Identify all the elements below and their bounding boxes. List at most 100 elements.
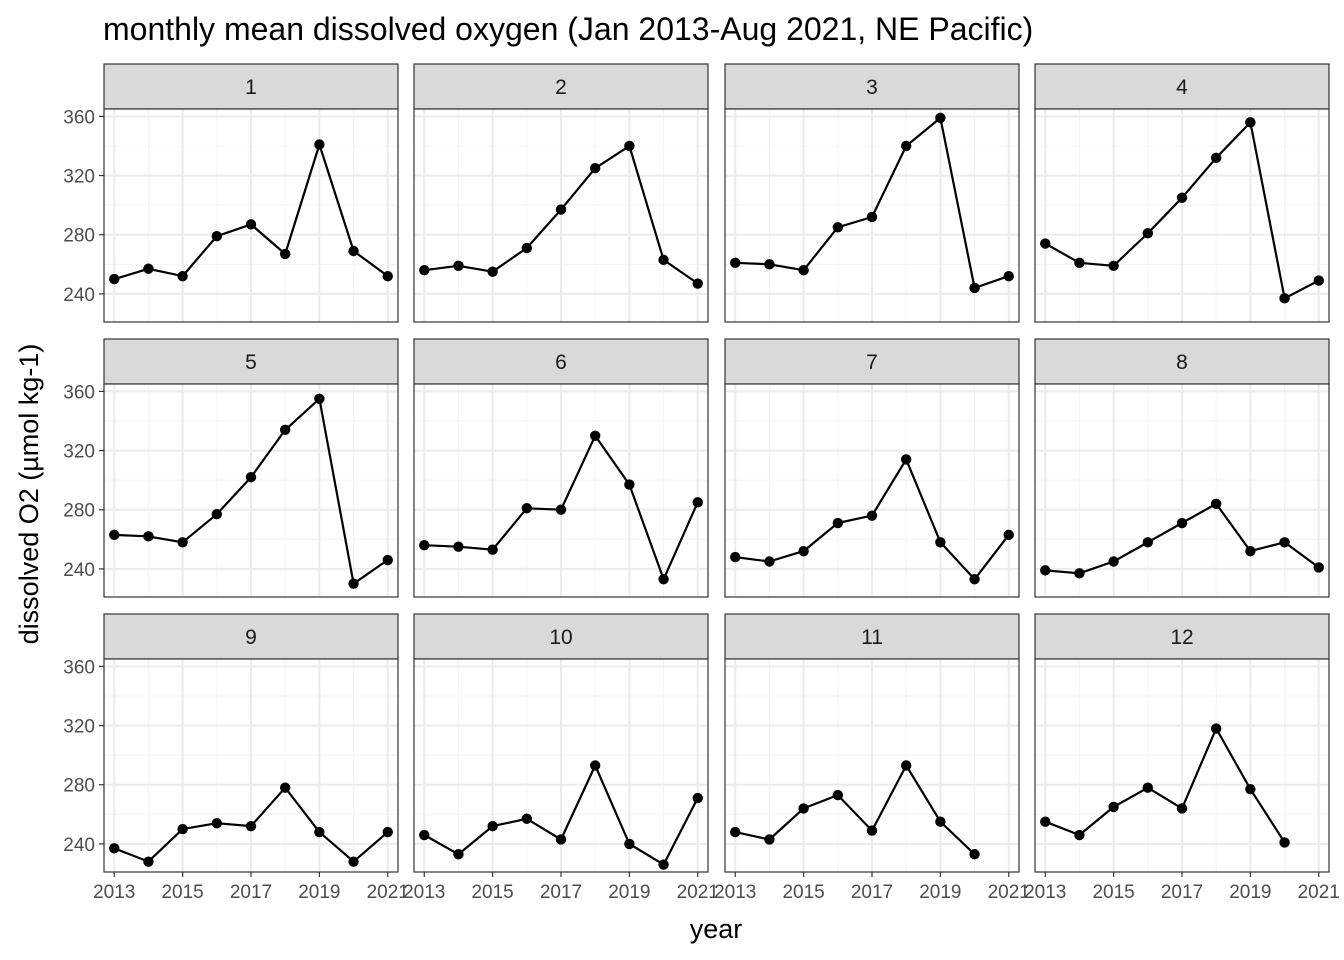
- data-point: [1003, 529, 1014, 541]
- data-point: [624, 479, 635, 490]
- y-tick-label: 320: [63, 442, 95, 463]
- data-point: [1176, 517, 1188, 529]
- data-point: [382, 270, 393, 282]
- y-tick-label: 360: [63, 382, 95, 403]
- data-point: [1245, 545, 1256, 557]
- data-point: [730, 551, 741, 563]
- facet-strip: [724, 613, 1020, 660]
- data-point: [245, 219, 257, 230]
- data-point: [1040, 238, 1051, 249]
- data-point: [487, 820, 498, 832]
- data-point: [419, 540, 430, 551]
- facet-strip: [724, 338, 1020, 385]
- data-point: [969, 282, 980, 294]
- data-point: [1040, 816, 1051, 827]
- data-point: [658, 254, 669, 266]
- data-point: [382, 554, 393, 566]
- data-point: [487, 266, 498, 277]
- facet-strip-label: 8: [1176, 351, 1188, 374]
- data-point: [555, 834, 567, 845]
- facet-panel-10: 10 2013 2015 2017 2019 2021: [403, 613, 719, 903]
- x-tick-label: 2021: [677, 882, 719, 903]
- data-point: [658, 574, 669, 585]
- facet-strip: [103, 613, 399, 660]
- data-point: [1074, 829, 1085, 841]
- data-point: [348, 856, 359, 867]
- data-point: [177, 270, 188, 282]
- panel-border: [413, 108, 709, 323]
- data-point: [1210, 152, 1222, 164]
- data-point: [1142, 537, 1154, 548]
- data-point: [348, 245, 359, 257]
- data-point: [1176, 803, 1188, 814]
- x-tick-label: 2013: [1024, 882, 1066, 903]
- facet-strip-label: 6: [555, 351, 567, 374]
- data-point: [1074, 568, 1085, 579]
- y-tick-label: 240: [63, 285, 95, 306]
- data-point: [900, 140, 912, 152]
- data-point: [143, 531, 154, 542]
- x-tick-label: 2015: [782, 882, 824, 903]
- facet-strip: [413, 63, 709, 110]
- y-tick-label: 320: [63, 717, 95, 738]
- facet-strip-label: 4: [1176, 76, 1188, 99]
- x-tick-label: 2015: [1092, 882, 1134, 903]
- facet-panel-6: 6: [413, 338, 709, 598]
- data-point: [1279, 537, 1290, 548]
- data-point: [314, 139, 325, 150]
- data-point: [692, 497, 703, 508]
- data-point: [935, 816, 946, 827]
- data-point: [521, 242, 533, 254]
- data-point: [798, 545, 809, 557]
- panel-border: [103, 108, 399, 323]
- data-point: [1108, 556, 1119, 567]
- data-point: [211, 231, 223, 242]
- y-tick-label: 280: [63, 776, 95, 797]
- facet-strip-label: 1: [245, 76, 257, 99]
- x-tick-label: 2017: [230, 882, 272, 903]
- data-point: [521, 813, 533, 824]
- panel-border: [1034, 383, 1330, 598]
- facet-panel-7: 7: [724, 338, 1020, 598]
- data-point: [314, 393, 325, 404]
- data-point: [832, 517, 844, 529]
- x-tick-label: 2013: [714, 882, 756, 903]
- facet-strip-label: 12: [1170, 626, 1193, 649]
- facet-strip: [1034, 338, 1330, 385]
- data-point: [279, 248, 291, 260]
- data-point: [624, 838, 635, 850]
- data-point: [1313, 275, 1324, 286]
- data-point: [453, 849, 464, 860]
- data-point: [935, 112, 946, 124]
- facet-panel-1: 1 240 280 320 360: [63, 63, 399, 323]
- data-point: [1210, 723, 1222, 734]
- data-point: [1003, 270, 1014, 282]
- data-point: [211, 508, 223, 520]
- data-point: [109, 843, 120, 854]
- data-point: [419, 265, 430, 276]
- y-tick-label: 280: [63, 226, 95, 247]
- series-line: [735, 764, 976, 856]
- facet-strip: [724, 63, 1020, 110]
- facet-panel-11: 11 2013 2015 2017 2019 2021: [714, 613, 1030, 903]
- panel-border: [413, 383, 709, 598]
- series-line: [1044, 727, 1286, 843]
- data-point: [419, 829, 430, 841]
- facet-strip-label: 11: [861, 626, 883, 649]
- x-tick-label: 2013: [93, 882, 135, 903]
- data-point: [798, 265, 809, 276]
- data-point: [1142, 782, 1154, 793]
- data-point: [143, 263, 154, 274]
- facet-panel-2: 2: [413, 63, 709, 323]
- data-point: [1245, 117, 1256, 128]
- facet-panel-8: 8: [1034, 338, 1330, 598]
- facet-panels: 1 240 280 320 360 2 3 4 5 240 280 320 360 6 7 8 9 240 280 3…: [63, 63, 1340, 903]
- data-point: [1176, 192, 1188, 203]
- y-tick-label: 360: [63, 657, 95, 678]
- data-point: [730, 257, 741, 269]
- data-point: [658, 859, 669, 870]
- data-point: [555, 204, 567, 215]
- y-tick-label: 320: [63, 167, 95, 188]
- data-point: [143, 856, 154, 867]
